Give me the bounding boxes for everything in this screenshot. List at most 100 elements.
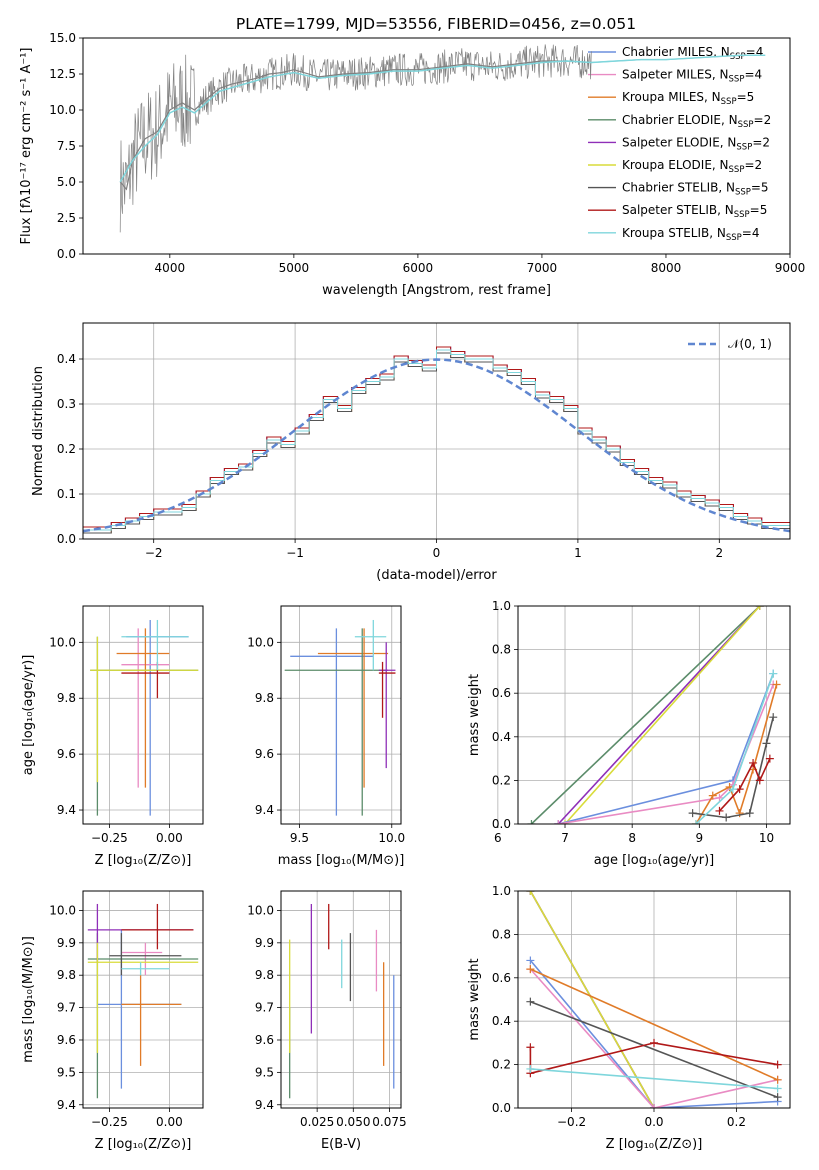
legend-label: Salpeter MILES, NSSP=4 <box>622 68 762 85</box>
y-tick-label: 10.0 <box>247 903 274 917</box>
legend-label: Kroupa STELIB, NSSP=4 <box>622 226 760 243</box>
y-tick-label: 0.0 <box>57 247 76 261</box>
x-tick-label: 0.050 <box>336 1115 370 1129</box>
y-tick-label: 10.0 <box>49 103 76 117</box>
y-tick-label: 9.8 <box>255 968 274 982</box>
data-point <box>527 820 536 824</box>
x-tick-label: 2 <box>715 546 723 560</box>
y-tick-label: 9.9 <box>57 936 76 950</box>
y-tick-label: 0.8 <box>492 927 511 941</box>
y-tick-label: 0.6 <box>492 686 511 700</box>
y-tick-label: 0.2 <box>492 773 511 787</box>
x-tick-label: 8000 <box>651 261 682 275</box>
x-tick-label: 0.2 <box>727 1115 746 1129</box>
x-tick-label: 8 <box>628 831 636 845</box>
y-tick-label: 1.0 <box>492 884 511 898</box>
panel-weight-vs-age: 6 7 8 9 10 0.0 0.2 0.4 0.6 0.8 1.0 age [log₁₀(age/y… <box>467 599 791 868</box>
panel-mass-vs-ebv: 0.025 0.050 0.075 9.4 9.5 9.6 9.7 9.8 9.9 10.0 E(B… <box>247 890 407 1152</box>
data-point <box>762 739 771 748</box>
plot-area <box>83 346 790 539</box>
data-point <box>688 809 697 818</box>
x-axis-label: wavelength [Angstrom, rest frame] <box>322 283 551 298</box>
y-tick-label: 5.0 <box>57 175 76 189</box>
y-axis-label: mass weight <box>467 674 482 756</box>
axes-frame <box>82 322 791 540</box>
x-axis-label: E(B-V) <box>321 1137 361 1152</box>
x-tick-label: −0.2 <box>557 1115 586 1129</box>
y-tick-label: 9.4 <box>255 1098 274 1112</box>
y-tick-label: 9.8 <box>255 691 274 705</box>
y-axis-label: Flux [fλ10⁻¹⁷ erg cm⁻² s⁻¹ A⁻¹] <box>19 48 34 245</box>
y-tick-label: 0.8 <box>492 643 511 657</box>
x-tick-label: 5000 <box>279 261 310 275</box>
x-axis-label: Z [log₁₀(Z/Z⊙)] <box>95 853 192 868</box>
data-point <box>735 785 744 794</box>
x-axis-label: Z [log₁₀(Z/Z⊙)] <box>95 1137 192 1152</box>
x-tick-label: 6000 <box>403 261 434 275</box>
data-point <box>769 713 778 722</box>
data-noise-trace <box>119 44 592 233</box>
x-tick-label: −0.25 <box>91 1115 128 1129</box>
data-point <box>691 820 700 824</box>
data-point <box>526 956 535 965</box>
data-point <box>755 606 764 610</box>
x-tick-label: 0.0 <box>644 1115 663 1129</box>
y-tick-label: 0.6 <box>492 971 511 985</box>
plot-area <box>284 619 396 816</box>
data-point <box>728 785 737 794</box>
data-point <box>772 680 781 689</box>
x-tick-label: 10.0 <box>378 831 405 845</box>
y-tick-label: 10.0 <box>49 903 76 917</box>
y-tick-label: 9.6 <box>57 747 76 761</box>
y-tick-label: 7.5 <box>57 139 76 153</box>
x-tick-label: 9000 <box>775 261 806 275</box>
axes-frame <box>280 890 402 1109</box>
data-point <box>773 1060 782 1069</box>
axes-frame <box>280 605 402 825</box>
series-line <box>530 968 778 1081</box>
x-tick-label: 0.00 <box>156 1115 183 1129</box>
plot-area <box>526 891 782 1108</box>
series-line <box>529 891 655 1108</box>
x-tick-label: −1 <box>286 546 304 560</box>
data-point <box>526 965 535 974</box>
y-tick-label: 9.7 <box>255 1001 274 1015</box>
panel-mass-vs-Z: −0.25 0.00 9.4 9.5 9.6 9.7 9.8 9.9 10.0 Z [log₁₀(… <box>21 890 204 1152</box>
y-tick-label: 0.2 <box>57 442 76 456</box>
series-line <box>530 606 761 824</box>
data-point <box>650 1038 658 1047</box>
y-tick-label: 9.9 <box>255 936 274 950</box>
series-line <box>564 606 761 824</box>
legend-label: Chabrier MILES, NSSP=4 <box>622 45 763 62</box>
data-point <box>526 891 535 895</box>
data-point <box>708 791 717 800</box>
series-line <box>530 1068 778 1090</box>
data-point <box>561 820 570 824</box>
x-tick-label: 7 <box>561 831 569 845</box>
y-axis-label: Normed distribution <box>31 366 46 496</box>
x-tick-label: 0 <box>433 546 441 560</box>
spectrum-legend: Chabrier MILES, NSSP=4 Salpeter MILES, NS… <box>588 45 771 243</box>
y-tick-label: 0.4 <box>492 1014 511 1028</box>
legend-label: Chabrier STELIB, NSSP=5 <box>622 181 769 198</box>
data-point <box>526 1064 535 1073</box>
series-line <box>695 684 778 824</box>
series-line <box>530 1000 778 1098</box>
axes-frame <box>82 605 204 825</box>
x-tick-label: 4000 <box>155 261 186 275</box>
data-point <box>765 754 774 763</box>
y-tick-label: 9.6 <box>255 1033 274 1047</box>
data-point <box>749 758 758 767</box>
axes-frame <box>82 37 791 255</box>
plot-area <box>289 903 395 1099</box>
x-tick-label: 6 <box>494 831 502 845</box>
legend-label: Salpeter ELODIE, NSSP=2 <box>622 135 770 152</box>
x-axis-label: Z [log₁₀(Z/Z⊙)] <box>606 1137 703 1152</box>
data-point <box>755 776 764 785</box>
panel-spectrum: 4000 5000 6000 7000 8000 9000 0.0 2.5 5.0 7.5 10.0… <box>19 31 805 298</box>
axes-frame <box>517 890 791 1109</box>
y-tick-label: 9.8 <box>57 691 76 705</box>
series-line <box>529 959 778 1108</box>
x-tick-label: 0.00 <box>156 831 183 845</box>
